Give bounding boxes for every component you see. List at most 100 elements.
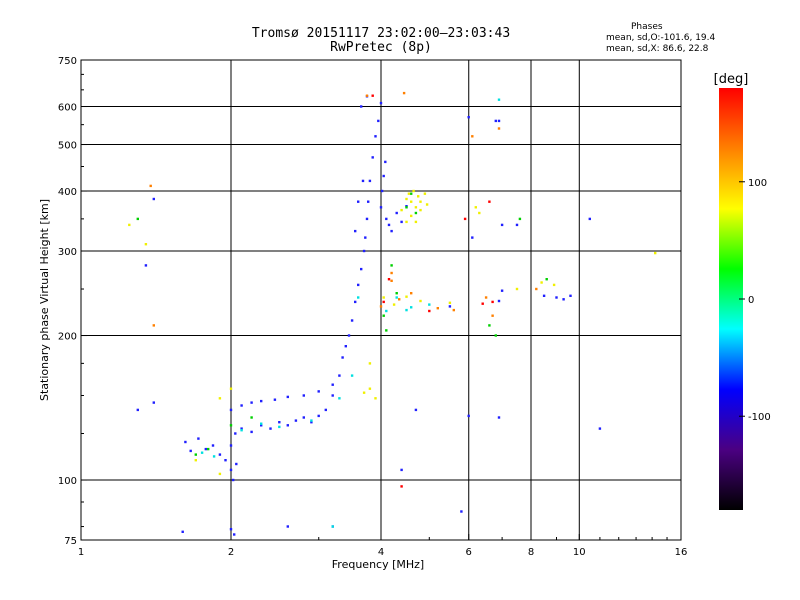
- echo-point: [229, 444, 233, 447]
- echo-point: [452, 308, 455, 312]
- echo-point: [269, 427, 272, 430]
- x-tick-label: 1: [78, 547, 84, 558]
- echo-point: [260, 424, 263, 427]
- echo-point: [273, 398, 277, 401]
- echo-point: [410, 214, 413, 218]
- echo-point: [260, 399, 263, 403]
- echo-point: [414, 408, 418, 412]
- echo-point: [395, 296, 398, 299]
- echo-point: [405, 308, 408, 312]
- echo-point: [211, 444, 215, 447]
- echo-point: [414, 220, 418, 224]
- echo-point: [286, 424, 289, 427]
- echo-point: [365, 217, 369, 221]
- echo-point: [491, 314, 494, 317]
- echo-point: [240, 427, 243, 430]
- echo-point: [382, 300, 385, 304]
- echo-point: [317, 414, 320, 418]
- echo-point: [240, 404, 243, 407]
- echo-point: [294, 419, 298, 422]
- echo-point: [379, 206, 383, 209]
- echo-point: [410, 306, 413, 309]
- y-tick-label: 750: [58, 56, 77, 67]
- echo-point: [331, 525, 334, 528]
- echo-point: [136, 217, 139, 221]
- echo-point: [481, 302, 484, 305]
- echo-point: [390, 264, 393, 267]
- y-tick-label: 100: [58, 476, 77, 487]
- echo-point: [136, 408, 139, 412]
- echo-point: [229, 408, 233, 412]
- colorbar-tick-label: 100: [748, 178, 767, 189]
- echo-point: [144, 264, 148, 267]
- echo-point: [365, 94, 369, 97]
- echo-point: [402, 91, 406, 95]
- y-tick-label: 75: [64, 536, 77, 547]
- echo-point: [400, 220, 403, 224]
- y-axis-label: Stationary phase Virtual Height [km]: [38, 199, 51, 401]
- echo-point: [229, 528, 233, 531]
- echo-point: [181, 530, 184, 533]
- echo-point: [362, 249, 366, 253]
- y-tick-label: 300: [58, 247, 77, 258]
- echo-point: [354, 300, 357, 304]
- echo-point: [384, 160, 387, 164]
- echo-point: [654, 251, 657, 255]
- echo-point: [354, 229, 357, 233]
- echo-point: [405, 197, 408, 201]
- echo-point: [518, 217, 522, 221]
- echo-point: [250, 401, 253, 404]
- echo-point: [144, 243, 148, 246]
- echo-point: [448, 305, 452, 308]
- echo-point: [545, 278, 548, 281]
- echo-point: [250, 416, 253, 419]
- echo-point: [395, 211, 398, 215]
- echo-point: [360, 105, 363, 108]
- echo-point: [405, 295, 408, 298]
- echo-point: [467, 414, 470, 418]
- echo-point: [128, 223, 131, 227]
- echo-point: [494, 119, 497, 123]
- echo-point: [344, 345, 347, 348]
- echo-point: [497, 119, 501, 123]
- echo-point: [497, 127, 501, 130]
- echo-point: [317, 390, 320, 393]
- echo-point: [425, 203, 429, 206]
- colorbar-label: [deg]: [714, 72, 749, 87]
- echo-point: [497, 98, 501, 101]
- echo-point: [194, 459, 197, 462]
- echo-point: [357, 296, 360, 299]
- echo-point: [371, 156, 374, 159]
- echo-point: [491, 300, 494, 304]
- echo-point: [478, 211, 481, 215]
- echo-point: [400, 485, 403, 488]
- echo-point: [250, 430, 253, 434]
- echo-point: [310, 421, 313, 424]
- echo-point: [350, 319, 354, 322]
- echo-point: [218, 397, 222, 400]
- echo-point: [364, 236, 367, 239]
- echo-point: [467, 116, 470, 119]
- echo-point: [569, 294, 572, 297]
- echo-point: [218, 453, 222, 456]
- echo-point: [474, 206, 477, 209]
- echo-point: [152, 197, 155, 201]
- x-tick-label: 16: [675, 547, 688, 558]
- echo-point: [232, 478, 235, 482]
- echo-point: [341, 356, 344, 359]
- echo-point: [410, 192, 413, 195]
- echo-point: [240, 429, 243, 432]
- colorbar-tick-label: 0: [748, 295, 754, 306]
- echo-point: [200, 451, 204, 454]
- echo-point: [598, 427, 602, 430]
- echo-point: [204, 447, 207, 451]
- echo-point: [224, 459, 227, 462]
- echo-point: [419, 200, 422, 203]
- echo-point: [152, 401, 155, 404]
- echo-point: [488, 324, 491, 327]
- echo-point: [278, 425, 281, 429]
- echo-point: [400, 468, 403, 472]
- x-tick-label: 4: [378, 547, 384, 558]
- echo-point: [229, 424, 233, 427]
- echo-point: [494, 334, 497, 337]
